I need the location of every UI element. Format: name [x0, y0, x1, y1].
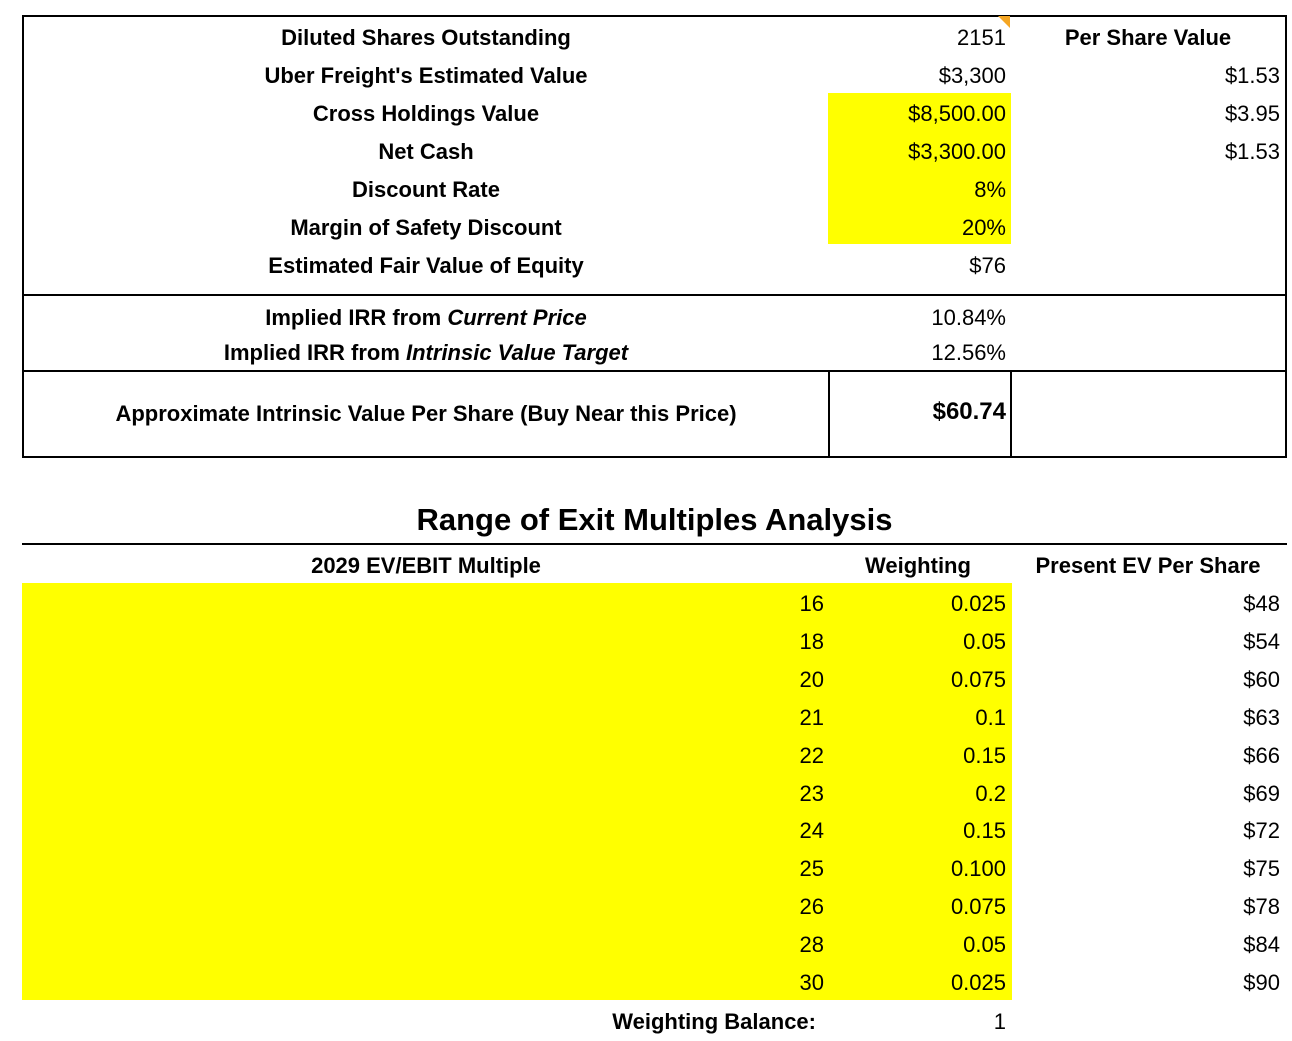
weighting-balance-value[interactable]: 1 [993, 1009, 1006, 1034]
row-label: Net Cash [378, 139, 474, 164]
divider [1010, 370, 1012, 458]
row-label: Discount Rate [352, 177, 500, 202]
divider [828, 370, 830, 458]
title-underline [22, 543, 1287, 545]
irr-target-prefix: Implied IRR from [223, 340, 406, 365]
exit-multiple-cell[interactable]: 18 [799, 629, 824, 654]
irr-target-italic: Intrinsic Value Target [406, 340, 629, 365]
divider [22, 370, 1287, 372]
divider [22, 294, 1287, 296]
per-share-value[interactable]: $3.95 [1224, 101, 1280, 126]
exit-multiple-cell[interactable]: 20 [799, 667, 824, 692]
exit-multiple-cell[interactable]: 21 [799, 705, 824, 730]
row-value[interactable]: $76 [969, 253, 1006, 278]
exit-weighting-cell[interactable]: 0.15 [963, 818, 1006, 843]
row-label: Diluted Shares Outstanding [281, 25, 571, 50]
weighting-balance-label: Weighting Balance: [612, 1009, 816, 1034]
exit-weighting-cell[interactable]: 0.025 [950, 591, 1006, 616]
exit-multiple-cell[interactable]: 24 [799, 818, 824, 843]
valuation-table [22, 15, 1287, 458]
row-label: Estimated Fair Value of Equity [268, 253, 584, 278]
irr-target-label: Implied IRR from Intrinsic Value Target [26, 334, 826, 372]
irr-current-label: Implied IRR from Current Price [26, 299, 826, 337]
row-value[interactable]: 20% [961, 215, 1006, 240]
exit-multiple-cell[interactable]: 26 [799, 894, 824, 919]
exit-ev-cell[interactable]: $54 [1243, 629, 1280, 654]
exit-ev-cell[interactable]: $78 [1243, 894, 1280, 919]
exit-multiple-cell[interactable]: 16 [799, 591, 824, 616]
exit-weighting-cell[interactable]: 0.075 [950, 667, 1006, 692]
exit-ev-cell[interactable]: $69 [1243, 781, 1280, 806]
row-value[interactable]: $3,300.00 [908, 139, 1006, 164]
exit-multiple-cell[interactable]: 23 [799, 781, 824, 806]
per-share-header: Per Share Value [1064, 25, 1232, 50]
per-share-value[interactable]: $1.53 [1224, 63, 1280, 88]
irr-current-italic: Current Price [447, 305, 587, 330]
row-label: Uber Freight's Estimated Value [264, 63, 588, 88]
input-highlight [828, 93, 1011, 244]
present-ev-header: Present EV Per Share [1035, 553, 1261, 578]
exit-weighting-cell[interactable]: 0.075 [950, 894, 1006, 919]
irr-current-prefix: Implied IRR from [265, 305, 448, 330]
row-value[interactable]: 8% [974, 177, 1006, 202]
exit-ev-cell[interactable]: $48 [1243, 591, 1280, 616]
intrinsic-value[interactable]: $60.74 [932, 398, 1006, 425]
row-label: Margin of Safety Discount [290, 215, 562, 240]
exit-weighting-cell[interactable]: 0.05 [963, 932, 1006, 957]
multiples-highlight [22, 583, 1012, 1000]
exit-weighting-cell[interactable]: 0.15 [963, 743, 1006, 768]
exit-ev-cell[interactable]: $63 [1243, 705, 1280, 730]
exit-ev-cell[interactable]: $60 [1243, 667, 1280, 692]
exit-weighting-cell[interactable]: 0.100 [950, 856, 1006, 881]
exit-analysis-title: Range of Exit Multiples Analysis [416, 502, 893, 537]
irr-current-value[interactable]: 10.84% [931, 305, 1006, 330]
exit-ev-cell[interactable]: $75 [1243, 856, 1280, 881]
exit-multiple-cell[interactable]: 30 [799, 970, 824, 995]
multiple-header: 2029 EV/EBIT Multiple [311, 553, 541, 578]
weighting-header: Weighting [865, 553, 971, 578]
exit-weighting-cell[interactable]: 0.05 [963, 629, 1006, 654]
exit-multiple-cell[interactable]: 22 [799, 743, 824, 768]
row-value[interactable]: $3,300 [938, 63, 1006, 88]
exit-ev-cell[interactable]: $90 [1243, 970, 1280, 995]
exit-ev-cell[interactable]: $72 [1243, 818, 1280, 843]
exit-multiple-cell[interactable]: 28 [799, 932, 824, 957]
per-share-value[interactable]: $1.53 [1224, 139, 1280, 164]
row-value[interactable]: $8,500.00 [908, 101, 1006, 126]
comment-marker-icon[interactable] [998, 16, 1010, 28]
irr-target-value[interactable]: 12.56% [931, 340, 1006, 365]
intrinsic-value-label: Approximate Intrinsic Value Per Share (B… [115, 401, 737, 426]
exit-multiple-cell[interactable]: 25 [799, 856, 824, 881]
exit-weighting-cell[interactable]: 0.2 [975, 781, 1006, 806]
exit-weighting-cell[interactable]: 0.1 [975, 705, 1006, 730]
exit-ev-cell[interactable]: $66 [1243, 743, 1280, 768]
exit-ev-cell[interactable]: $84 [1243, 932, 1280, 957]
row-label: Cross Holdings Value [312, 101, 540, 126]
exit-weighting-cell[interactable]: 0.025 [950, 970, 1006, 995]
row-value[interactable]: 2151 [957, 25, 1006, 50]
